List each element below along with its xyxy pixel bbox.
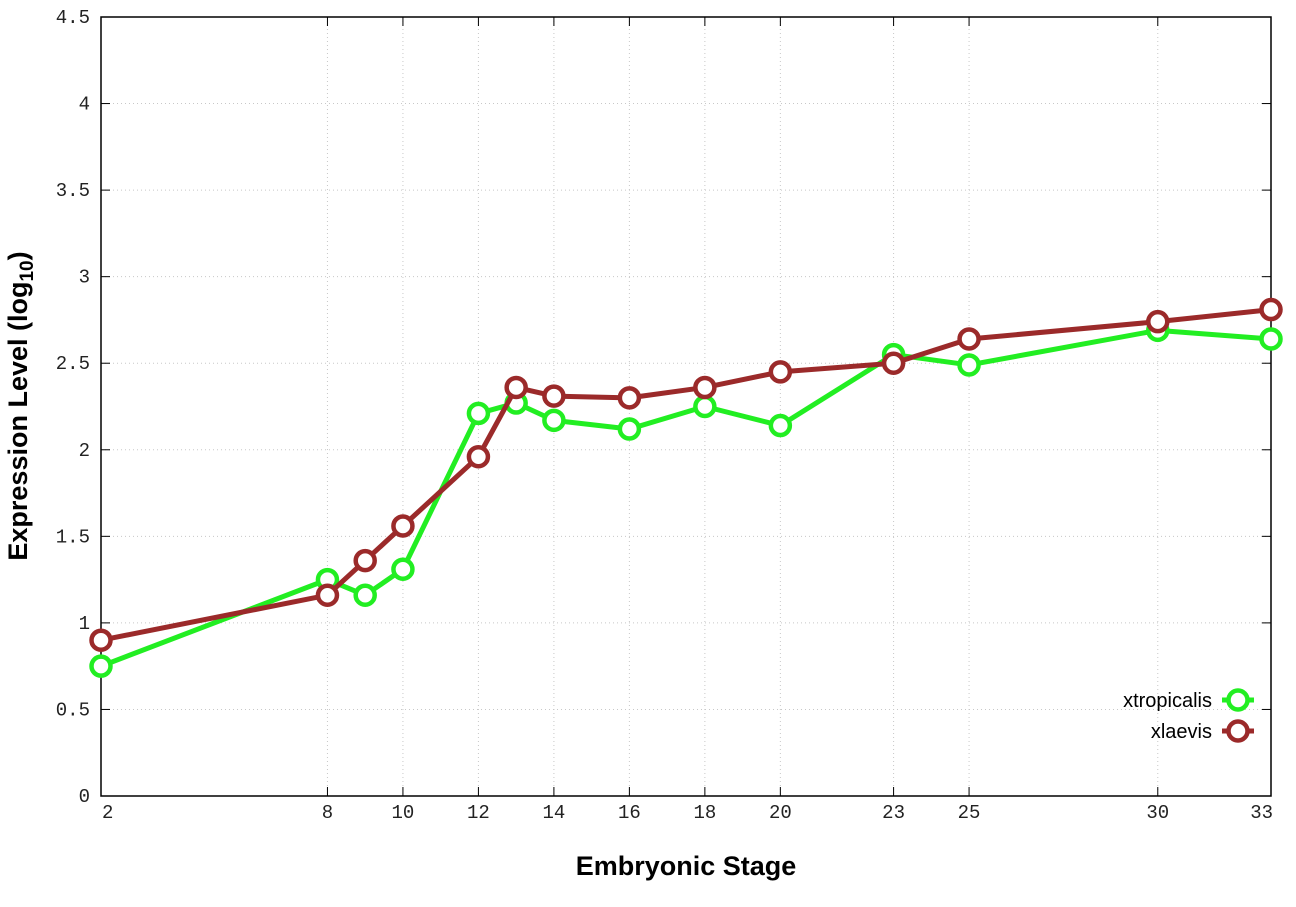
tick-labels: 0 0.5 1 1.5 2 2.5 3 3.5 4 4.5 2 8 10 12 14 16 18 20 23 25 30… xyxy=(56,7,1273,824)
grid-lines xyxy=(101,17,1271,796)
legend-marker-xtropicalis xyxy=(1226,688,1250,712)
data-point-xlaevis xyxy=(315,583,340,607)
data-point-xtropicalis xyxy=(768,413,793,438)
legend: xtropicalis xlaevis xyxy=(1123,688,1254,743)
y-tick-label: 3.5 xyxy=(56,180,90,202)
data-point-xlaevis xyxy=(957,327,981,351)
x-tick-label: 16 xyxy=(618,802,641,824)
x-tick-label: 25 xyxy=(958,802,981,824)
x-axis-title: Embryonic Stage xyxy=(576,851,797,881)
data-point-xlaevis xyxy=(89,628,113,652)
y-tick-label: 4 xyxy=(79,94,90,116)
y-tick-label: 4.5 xyxy=(56,7,90,29)
plot-frame xyxy=(100,16,1272,797)
data-point-xtropicalis xyxy=(89,654,113,678)
series-line-xlaevis xyxy=(100,307,1272,643)
y-tick-label: 0 xyxy=(79,786,90,808)
data-point-xlaevis xyxy=(617,386,642,410)
y-axis-title-main: Expression Level (log xyxy=(3,282,33,561)
data-point-xlaevis xyxy=(466,444,491,469)
x-tick-label: 33 xyxy=(1250,802,1273,824)
data-point-xlaevis xyxy=(1259,297,1283,322)
data-point-xtropicalis xyxy=(466,401,491,426)
data-point-xtropicalis xyxy=(542,408,566,433)
x-tick-label: 14 xyxy=(542,802,565,824)
x-tick-label: 2 xyxy=(102,802,113,824)
y-tick-label: 2.5 xyxy=(56,353,90,375)
data-point-xtropicalis xyxy=(693,394,717,419)
data-point-xtropicalis xyxy=(957,353,981,377)
series-line-xtropicalis xyxy=(100,327,1272,669)
data-point-xlaevis xyxy=(542,384,566,408)
y-tick-label: 2 xyxy=(79,440,90,462)
data-point-xlaevis xyxy=(391,514,415,538)
legend-marker-xlaevis xyxy=(1226,719,1250,743)
data-point-xtropicalis xyxy=(391,557,415,581)
data-point-xlaevis xyxy=(881,351,906,375)
legend-label-xlaevis: xlaevis xyxy=(1151,721,1212,743)
data-point-xlaevis xyxy=(1146,309,1170,334)
data-point-xtropicalis xyxy=(353,583,377,607)
data-point-xtropicalis xyxy=(617,417,642,441)
y-axis-title-sub: 10 xyxy=(17,260,38,281)
axis-ticks xyxy=(100,16,1272,797)
x-tick-label: 23 xyxy=(882,802,905,824)
y-tick-label: 0.5 xyxy=(56,699,90,721)
y-tick-label: 1 xyxy=(79,613,90,635)
x-tick-label: 20 xyxy=(769,802,792,824)
y-axis-title-close: ) xyxy=(3,251,33,260)
y-axis-title: Expression Level (log10) xyxy=(3,251,38,560)
series-xlaevis xyxy=(89,297,1283,652)
data-point-xtropicalis xyxy=(1259,327,1283,351)
x-tick-label: 8 xyxy=(322,802,333,824)
series-layer xyxy=(89,297,1283,678)
y-tick-label: 1.5 xyxy=(56,526,90,548)
legend-label-xtropicalis: xtropicalis xyxy=(1123,690,1212,712)
data-point-xlaevis xyxy=(353,548,377,573)
y-tick-label: 3 xyxy=(79,267,90,289)
data-point-xlaevis xyxy=(504,375,528,400)
x-tick-label: 30 xyxy=(1146,802,1169,824)
x-tick-label: 10 xyxy=(392,802,415,824)
x-tick-label: 18 xyxy=(693,802,716,824)
data-point-xlaevis xyxy=(768,360,793,384)
data-point-xlaevis xyxy=(693,375,717,400)
x-tick-label: 12 xyxy=(467,802,490,824)
